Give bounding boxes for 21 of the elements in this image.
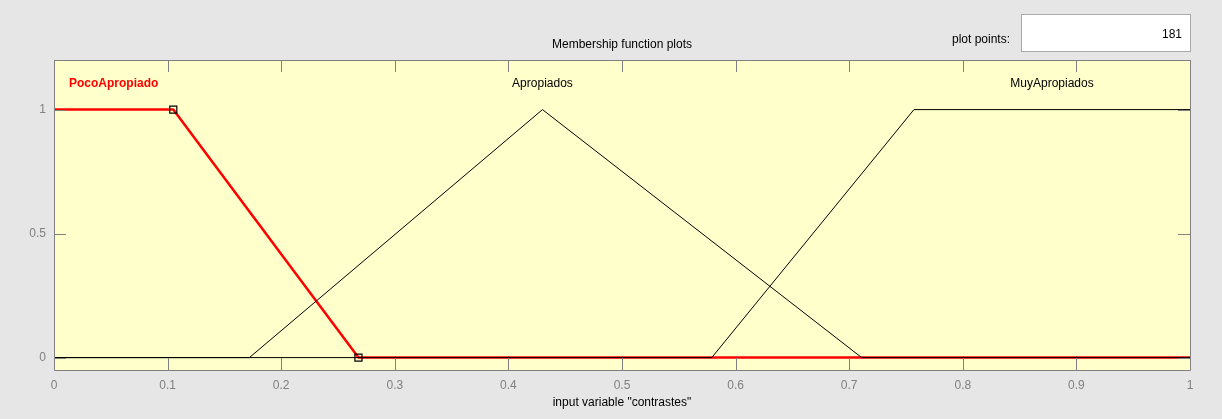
text: Apropiados — [512, 75, 573, 90]
x-tick-label: 0.8 — [954, 377, 972, 392]
x-tick-label: 1 — [1186, 377, 1194, 392]
series-label: PocoApropiado — [68, 75, 159, 90]
y-tick-label: 1 — [39, 101, 47, 116]
x-tick-label: 0 — [50, 377, 58, 392]
x-tick-label: 0.2 — [272, 377, 290, 392]
x-tick-label: 0.1 — [159, 377, 177, 392]
x-tick-label: 0.5 — [613, 377, 631, 392]
x-tick-label: 0.6 — [727, 377, 745, 392]
y-tick-label: 0 — [39, 349, 47, 364]
x-tick-label: 0.9 — [1068, 377, 1086, 392]
text: plot points: — [950, 32, 1010, 46]
chart-title: Membership function plots — [551, 37, 693, 51]
x-tick-label: 0.3 — [386, 377, 404, 392]
text-field: 181 — [1021, 14, 1191, 52]
x-tick-label: 0.4 — [500, 377, 518, 392]
y-tick-label: 0.5 — [29, 225, 47, 240]
series-label: MuyApropiados — [1010, 75, 1094, 90]
x-tick-label: 0.7 — [840, 377, 858, 392]
x-axis-title: input variable "contrastes" — [552, 395, 692, 409]
